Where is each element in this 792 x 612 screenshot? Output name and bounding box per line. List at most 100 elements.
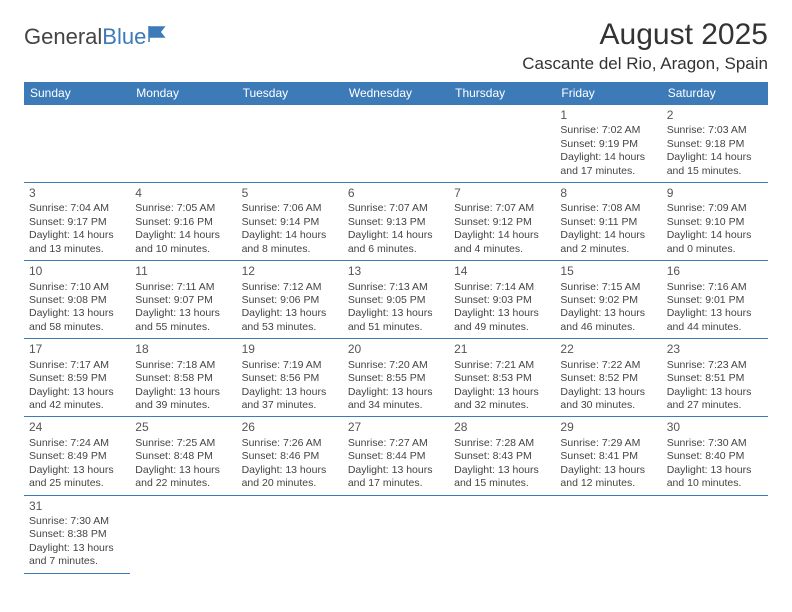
day-number: 12 [242,264,338,279]
daylight-text: and 22 minutes. [135,477,231,490]
day-details: Sunrise: 7:10 AMSunset: 9:08 PMDaylight:… [29,281,125,335]
sunset-text: Sunset: 9:14 PM [242,216,338,229]
daylight-text: Daylight: 13 hours [667,386,763,399]
calendar-day: 24 Sunrise: 7:24 AMSunset: 8:49 PMDayligh… [24,417,130,495]
sunset-text: Sunset: 8:40 PM [667,450,763,463]
logo-text-b: Blue [102,24,146,50]
sunset-text: Sunset: 8:51 PM [667,372,763,385]
day-details: Sunrise: 7:24 AMSunset: 8:49 PMDaylight:… [29,437,125,491]
day-number: 18 [135,342,231,357]
day-details: Sunrise: 7:11 AMSunset: 9:07 PMDaylight:… [135,281,231,335]
daylight-text: Daylight: 13 hours [348,307,444,320]
calendar-day: 29Sunrise: 7:29 AMSunset: 8:41 PMDayligh… [555,417,661,495]
daylight-text: and 17 minutes. [348,477,444,490]
sunrise-text: Sunrise: 7:17 AM [29,359,125,372]
calendar-day: 12 Sunrise: 7:12 AMSunset: 9:06 PMDayligh… [237,261,343,339]
daylight-text: Daylight: 14 hours [667,151,763,164]
sunset-text: Sunset: 9:06 PM [242,294,338,307]
sunset-text: Sunset: 9:02 PM [560,294,656,307]
daylight-text: and 34 minutes. [348,399,444,412]
sunset-text: Sunset: 9:18 PM [667,138,763,151]
sunrise-text: Sunrise: 7:11 AM [135,281,231,294]
calendar-day-empty [343,495,449,573]
day-number: 31 [29,499,125,514]
day-number: 7 [454,186,550,201]
daylight-text: Daylight: 13 hours [454,464,550,477]
calendar-day: 26Sunrise: 7:26 AMSunset: 8:46 PMDayligh… [237,417,343,495]
day-number: 29 [560,420,656,435]
calendar-day: 3Sunrise: 7:04 AMSunset: 9:17 PMDaylight… [24,183,130,261]
sunset-text: Sunset: 9:16 PM [135,216,231,229]
sunrise-text: Sunrise: 7:14 AM [454,281,550,294]
day-details: Sunrise: 7:21 AMSunset: 8:53 PMDaylight:… [454,359,550,413]
day-number: 4 [135,186,231,201]
daylight-text: and 8 minutes. [242,243,338,256]
daylight-text: Daylight: 14 hours [348,229,444,242]
calendar-day: 5Sunrise: 7:06 AMSunset: 9:14 PMDaylight… [237,183,343,261]
weekday-header: Wednesday [343,82,449,105]
daylight-text: Daylight: 13 hours [454,307,550,320]
daylight-text: Daylight: 14 hours [454,229,550,242]
day-number: 6 [348,186,444,201]
weekday-header: Sunday [24,82,130,105]
day-details: Sunrise: 7:03 AMSunset: 9:18 PMDaylight:… [667,124,763,178]
daylight-text: Daylight: 13 hours [242,386,338,399]
calendar-day: 14Sunrise: 7:14 AMSunset: 9:03 PMDayligh… [449,261,555,339]
day-details: Sunrise: 7:15 AMSunset: 9:02 PMDaylight:… [560,281,656,335]
day-number: 3 [29,186,125,201]
day-details: Sunrise: 7:25 AMSunset: 8:48 PMDaylight:… [135,437,231,491]
daylight-text: and 15 minutes. [454,477,550,490]
daylight-text: and 0 minutes. [667,243,763,256]
sunrise-text: Sunrise: 7:05 AM [135,202,231,215]
daylight-text: Daylight: 13 hours [667,464,763,477]
day-details: Sunrise: 7:28 AMSunset: 8:43 PMDaylight:… [454,437,550,491]
daylight-text: and 7 minutes. [29,555,125,568]
daylight-text: Daylight: 13 hours [454,386,550,399]
calendar-week: 24 Sunrise: 7:24 AMSunset: 8:49 PMDayligh… [24,417,768,495]
day-number: 20 [348,342,444,357]
sunset-text: Sunset: 9:19 PM [560,138,656,151]
sunset-text: Sunset: 8:46 PM [242,450,338,463]
daylight-text: Daylight: 13 hours [560,307,656,320]
calendar-day-empty [449,495,555,573]
daylight-text: Daylight: 14 hours [135,229,231,242]
calendar-day: 18 Sunrise: 7:18 AMSunset: 8:58 PMDayligh… [130,339,236,417]
logo: GeneralBlue [24,24,170,50]
sunrise-text: Sunrise: 7:26 AM [242,437,338,450]
day-details: Sunrise: 7:18 AMSunset: 8:58 PMDaylight:… [135,359,231,413]
calendar-table: SundayMondayTuesdayWednesdayThursdayFrid… [24,82,768,574]
sunrise-text: Sunrise: 7:12 AM [242,281,338,294]
sunset-text: Sunset: 8:55 PM [348,372,444,385]
day-number: 13 [348,264,444,279]
daylight-text: Daylight: 13 hours [242,307,338,320]
sunrise-text: Sunrise: 7:09 AM [667,202,763,215]
daylight-text: and 27 minutes. [667,399,763,412]
sunrise-text: Sunrise: 7:08 AM [560,202,656,215]
sunset-text: Sunset: 9:03 PM [454,294,550,307]
calendar-day: 13Sunrise: 7:13 AMSunset: 9:05 PMDayligh… [343,261,449,339]
daylight-text: Daylight: 13 hours [135,307,231,320]
calendar-week: 17Sunrise: 7:17 AMSunset: 8:59 PMDayligh… [24,339,768,417]
calendar-day: 10Sunrise: 7:10 AMSunset: 9:08 PMDayligh… [24,261,130,339]
header: GeneralBlue August 2025 Cascante del Rio… [24,18,768,74]
sunrise-text: Sunrise: 7:03 AM [667,124,763,137]
weekday-header: Saturday [662,82,768,105]
calendar-day: 6Sunrise: 7:07 AMSunset: 9:13 PMDaylight… [343,183,449,261]
day-number: 16 [667,264,763,279]
sunset-text: Sunset: 8:52 PM [560,372,656,385]
sunrise-text: Sunrise: 7:04 AM [29,202,125,215]
day-details: Sunrise: 7:04 AMSunset: 9:17 PMDaylight:… [29,202,125,256]
day-number: 24 [29,420,125,435]
sunset-text: Sunset: 9:07 PM [135,294,231,307]
sunrise-text: Sunrise: 7:07 AM [348,202,444,215]
calendar-day-empty [130,495,236,573]
day-details: Sunrise: 7:27 AMSunset: 8:44 PMDaylight:… [348,437,444,491]
daylight-text: Daylight: 13 hours [29,386,125,399]
sunset-text: Sunset: 9:11 PM [560,216,656,229]
daylight-text: and 51 minutes. [348,321,444,334]
sunrise-text: Sunrise: 7:28 AM [454,437,550,450]
calendar-day: 11Sunrise: 7:11 AMSunset: 9:07 PMDayligh… [130,261,236,339]
day-details: Sunrise: 7:30 AMSunset: 8:40 PMDaylight:… [667,437,763,491]
sunrise-text: Sunrise: 7:29 AM [560,437,656,450]
daylight-text: and 39 minutes. [135,399,231,412]
